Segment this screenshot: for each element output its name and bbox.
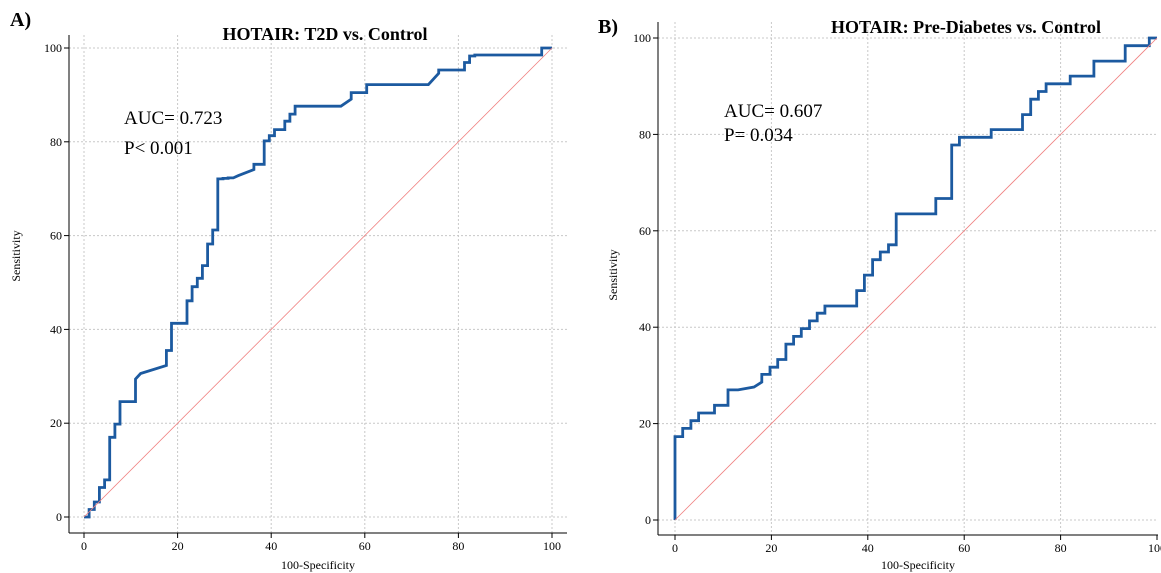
x-tick-label: 100 bbox=[1148, 541, 1161, 555]
y-tick-label: 40 bbox=[50, 322, 62, 336]
p-value-annotation: P< 0.001 bbox=[124, 138, 193, 159]
y-tick-label: 20 bbox=[50, 416, 62, 430]
x-tick-label: 80 bbox=[1055, 541, 1067, 555]
panel-label: B) bbox=[598, 16, 618, 38]
panel-label: A) bbox=[10, 9, 31, 31]
y-tick-label: 20 bbox=[639, 417, 651, 431]
y-tick-label: 100 bbox=[633, 31, 651, 45]
x-tick-label: 20 bbox=[765, 541, 777, 555]
roc-curve-line bbox=[84, 46, 552, 519]
x-tick-label: 100 bbox=[543, 539, 561, 553]
y-tick-label: 100 bbox=[44, 41, 62, 55]
x-tick-label: 0 bbox=[81, 539, 87, 553]
x-axis-label: 100-Specificity bbox=[281, 558, 355, 572]
y-tick-label: 40 bbox=[639, 320, 651, 334]
y-tick-label: 60 bbox=[639, 224, 651, 238]
y-tick-label: 80 bbox=[639, 127, 651, 141]
y-axis-label: Sensitivity bbox=[9, 230, 23, 281]
chart-panel-b: 0 20 40 60 80 100 0 20 40 60 80 100 B) HOTAIR: Pre-Di… bbox=[598, 16, 1161, 572]
auc-annotation: AUC= 0.723 bbox=[124, 108, 222, 129]
x-tick-label: 20 bbox=[172, 539, 184, 553]
chart-panel-a: 0 20 40 60 80 100 0 20 40 60 80 100 A) HOTAIR: T2D vs… bbox=[9, 9, 567, 572]
chart-title: HOTAIR: Pre-Diabetes vs. Control bbox=[831, 17, 1101, 37]
y-tick-label: 0 bbox=[56, 510, 62, 524]
auc-annotation: AUC= 0.607 bbox=[724, 101, 822, 122]
x-tick-label: 0 bbox=[672, 541, 678, 555]
x-tick-label: 40 bbox=[265, 539, 277, 553]
y-tick-label: 60 bbox=[50, 229, 62, 243]
chart-title: HOTAIR: T2D vs. Control bbox=[222, 24, 427, 44]
p-value-annotation: P= 0.034 bbox=[724, 125, 793, 146]
x-tick-label: 80 bbox=[452, 539, 464, 553]
y-tick-label: 0 bbox=[645, 513, 651, 527]
y-axis-label: Sensitivity bbox=[606, 249, 620, 300]
reference-diagonal-line bbox=[83, 47, 553, 518]
x-tick-label: 60 bbox=[958, 541, 970, 555]
x-axis-label: 100-Specificity bbox=[881, 558, 955, 572]
reference-diagonal-line bbox=[674, 37, 1158, 521]
x-tick-label: 60 bbox=[359, 539, 371, 553]
roc-curve-line bbox=[673, 36, 1157, 520]
y-tick-label: 80 bbox=[50, 135, 62, 149]
x-tick-label: 40 bbox=[862, 541, 874, 555]
